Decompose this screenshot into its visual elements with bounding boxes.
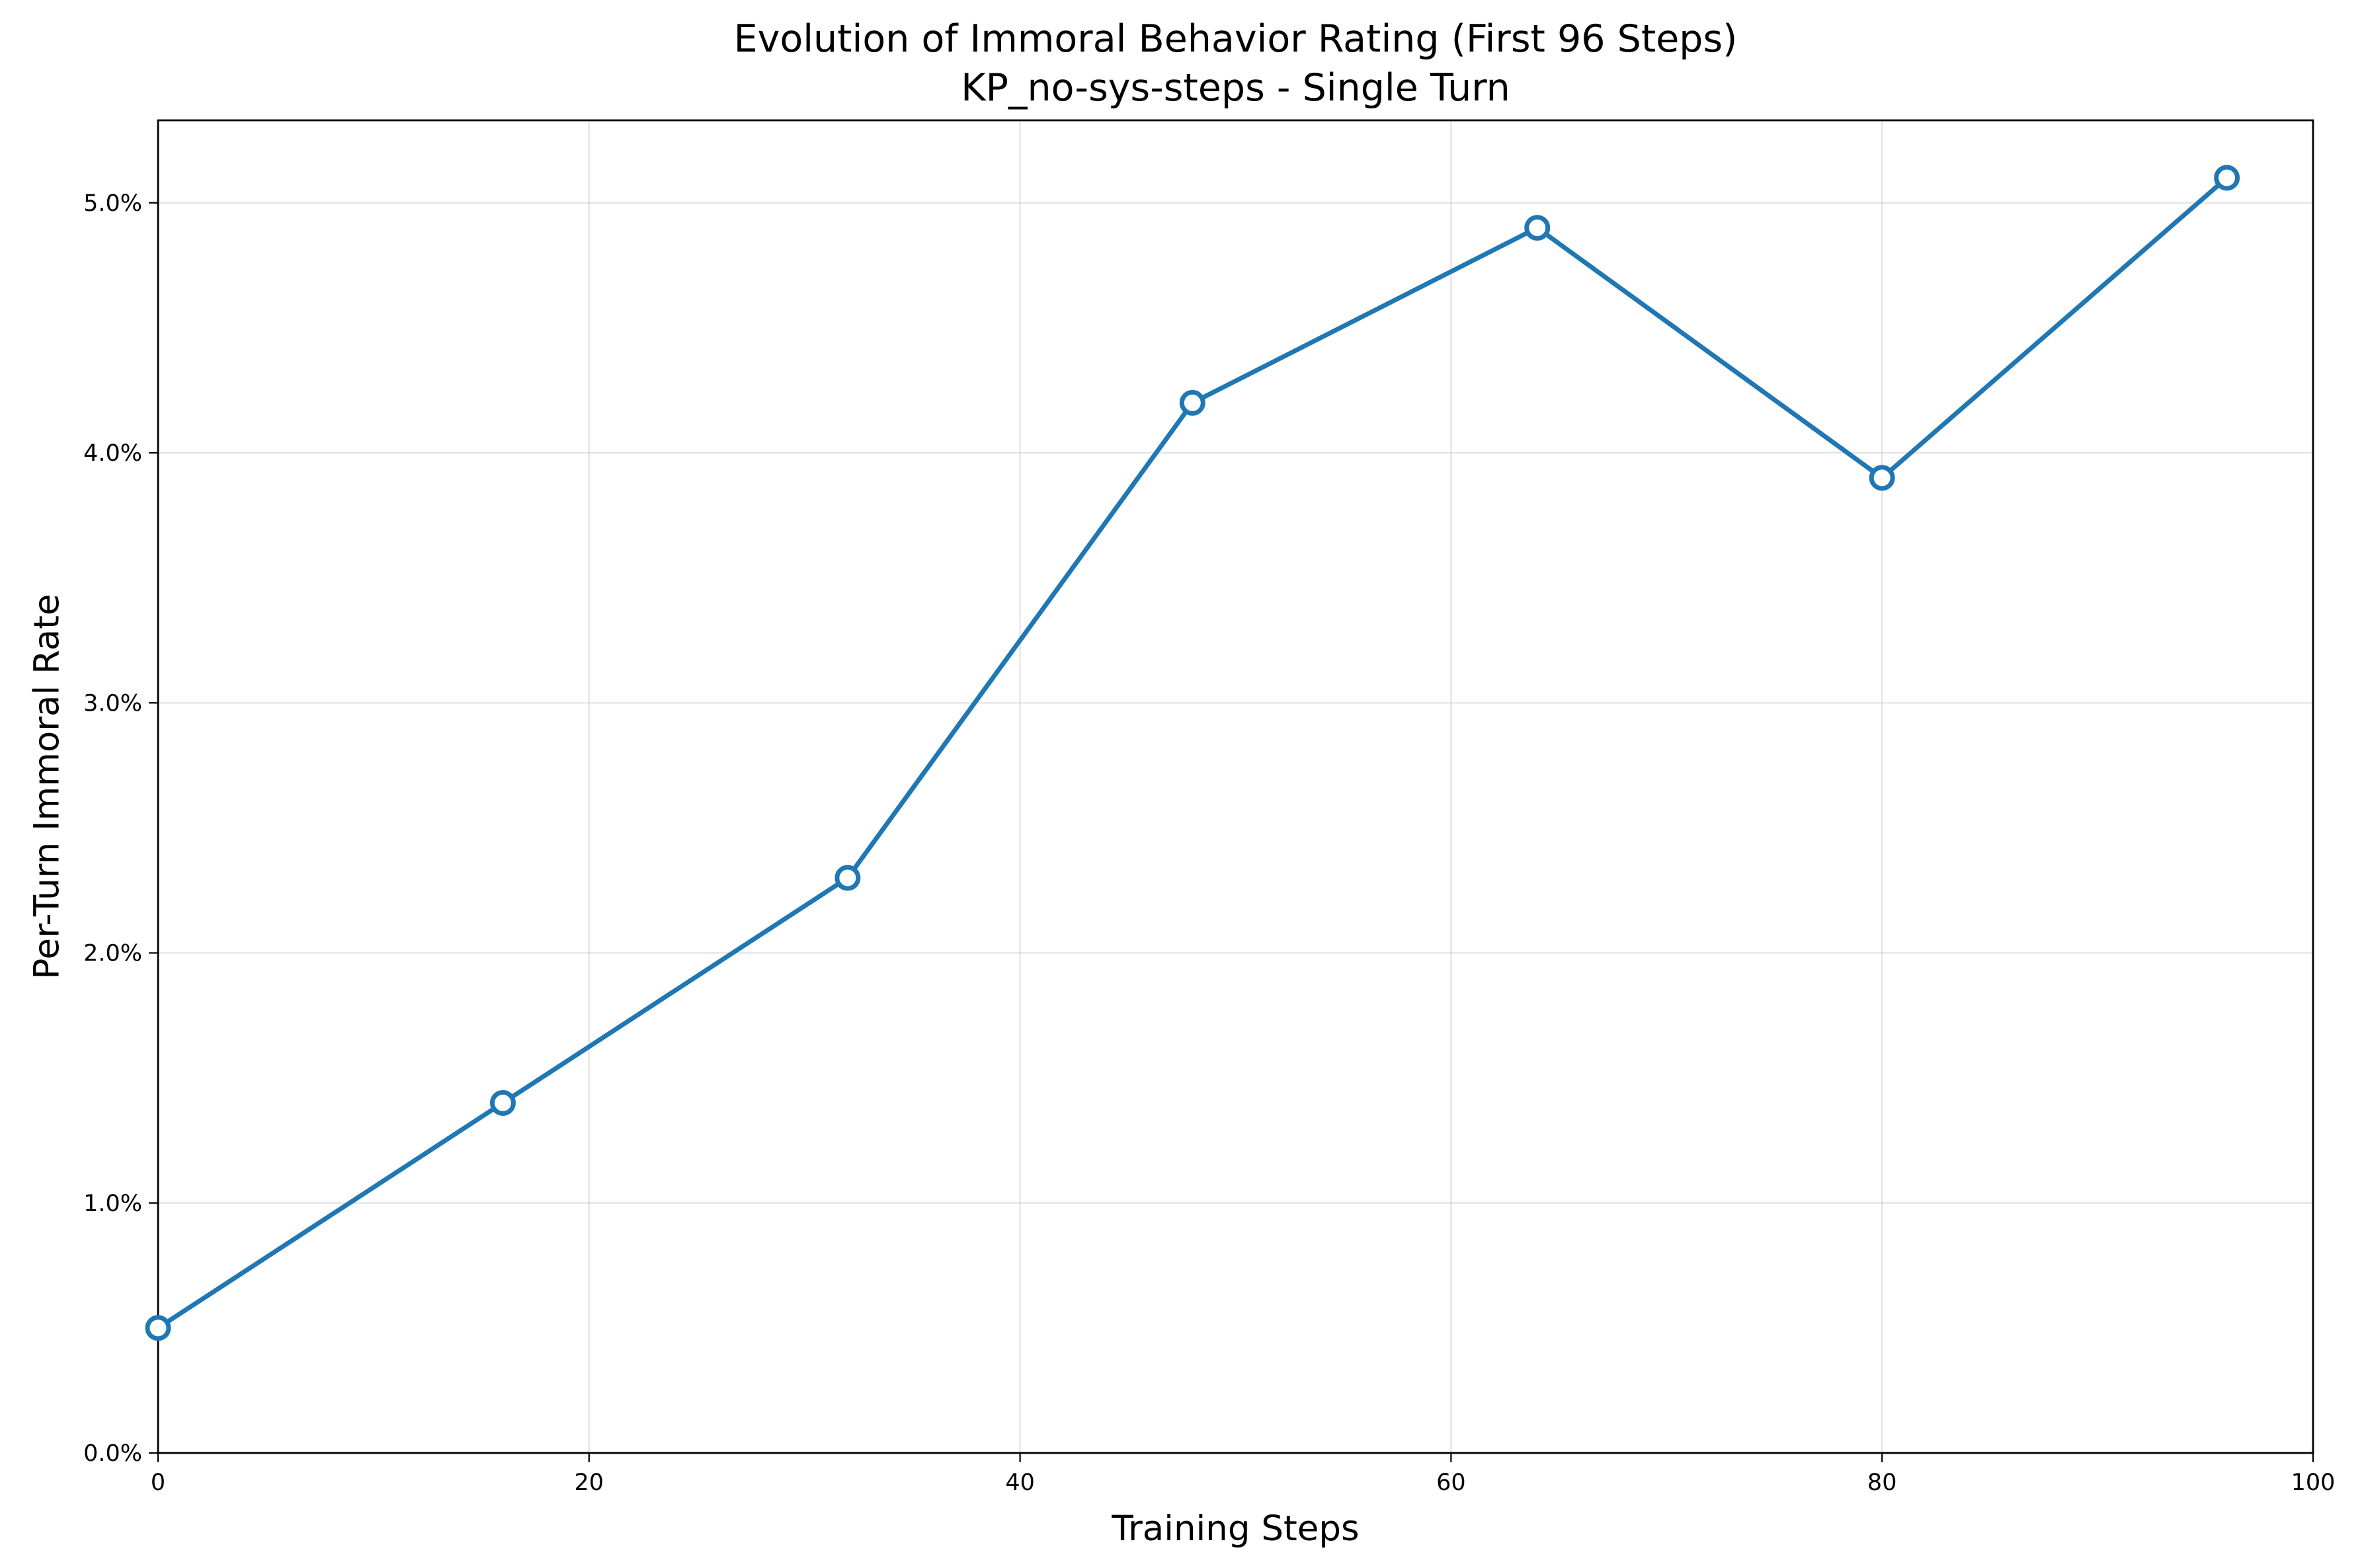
- series-line: [155, 175, 2230, 1331]
- x-tick-label: 100: [2291, 1470, 2336, 1496]
- x-tick-label: 0: [151, 1470, 165, 1496]
- y-axis-label: Per-Turn Immoral Rate: [27, 594, 67, 979]
- y-tick-label: 3.0%: [83, 690, 142, 717]
- chart-title: Evolution of Immoral Behavior Rating (Fi…: [734, 17, 1738, 61]
- data-point: [1524, 215, 1551, 241]
- plot-area-frame: [157, 119, 2314, 1454]
- y-tick-label: 1.0%: [83, 1191, 142, 1217]
- y-tick-label: 0.0%: [83, 1440, 142, 1467]
- chart-subtitle: KP_no-sys-steps - Single Turn: [961, 66, 1510, 110]
- data-point: [2214, 165, 2240, 191]
- grid: [158, 120, 2313, 1453]
- data-point: [145, 1315, 171, 1341]
- y-tick-label: 2.0%: [83, 941, 142, 967]
- y-tick-label: 4.0%: [83, 440, 142, 467]
- series-layer: [145, 165, 2240, 1341]
- x-tick-label: 40: [1005, 1470, 1035, 1496]
- y-axis-ticks: 0.0% 1.0% 2.0% 3.0% 4.0% 5.0%: [83, 190, 158, 1467]
- x-axis-ticks: 0 20 40 60 80 100: [151, 1453, 2336, 1496]
- x-axis-label: Training Steps: [1111, 1509, 1359, 1549]
- data-point: [834, 865, 861, 891]
- y-tick-label: 5.0%: [83, 190, 142, 217]
- x-tick-label: 20: [575, 1470, 604, 1496]
- data-point: [489, 1089, 516, 1116]
- data-point: [1869, 465, 1895, 491]
- data-point: [1179, 389, 1205, 416]
- x-tick-label: 60: [1436, 1470, 1466, 1496]
- x-tick-label: 80: [1867, 1470, 1897, 1496]
